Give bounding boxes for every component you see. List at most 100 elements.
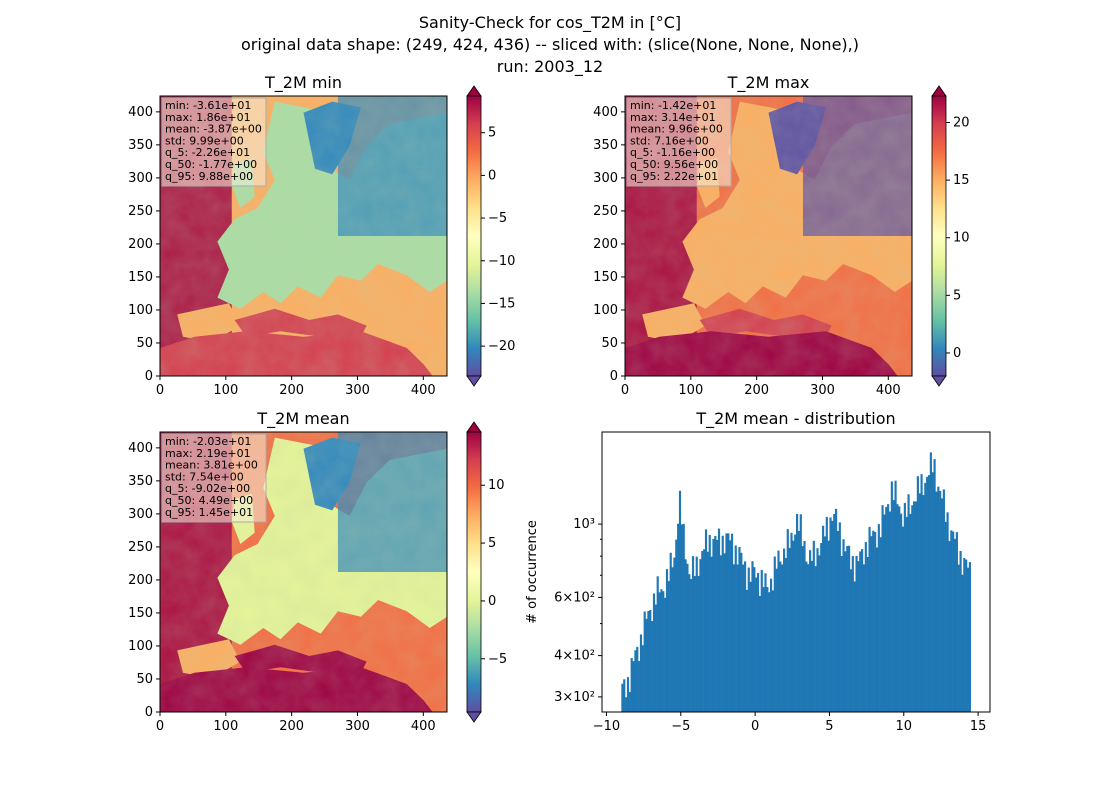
histogram-bar [853,581,856,712]
histogram-bar [775,568,778,712]
colorbar-extend-bottom [466,375,482,387]
histogram-bar [888,511,892,712]
y-tick-label: 400 [128,441,153,456]
x-tick-label: 0 [751,719,759,734]
histogram-bar [656,576,659,712]
histogram-bar [756,573,760,712]
figure-title-line-1: Sanity-Check for cos_T2M in [°C] [419,13,681,33]
histogram-bar [630,658,633,712]
stats-line: max: 2.19e+01 [165,447,251,460]
x-tick-label: 200 [279,383,304,398]
colorbar-extend-top [466,421,482,433]
histogram-bar [937,486,940,712]
histogram-bar [881,505,884,712]
panel-title: T_2M min [264,73,342,93]
histogram-bar [764,573,767,712]
stats-line: max: 3.14e+01 [630,111,716,124]
stats-line: std: 9.99e+00 [165,134,244,147]
histogram-bar [796,513,799,712]
y-tick-label: 200 [128,573,153,588]
y-tick-label: 150 [128,270,153,285]
histogram-bar [781,564,784,712]
stats-line: q_95: 2.22e+01 [630,170,718,183]
histogram-bar [721,535,724,712]
histogram-bar [849,569,853,712]
histogram-bar [855,555,858,712]
histogram-bar [690,579,693,712]
histogram-bar [740,552,743,712]
x-tick-label: 15 [970,719,987,734]
histogram-bar [950,530,953,712]
histogram-bar [844,551,847,712]
histogram-bar [678,490,682,712]
histogram-bar [658,592,661,712]
histogram-bar [717,528,721,712]
y-tick-label: 300 [593,171,618,186]
histogram-bar [695,556,698,712]
histogram-bar [714,535,717,712]
histogram-bar [907,494,910,712]
histogram-bar [918,493,921,712]
histogram-bar [647,610,650,712]
histogram-bar [879,537,882,712]
x-tick-label: −10 [593,719,620,734]
y-tick-label: 250 [593,204,618,219]
colorbar: 10 5 0 −5 [466,421,507,723]
stats-line: mean: 3.81e+00 [165,459,258,472]
histogram-bar [966,567,970,712]
histogram-bar [784,558,788,712]
panel-title: T_2M max [727,73,810,93]
colorbar-tick-label: 5 [488,126,496,141]
panel-title: T_2M mean - distribution [695,409,895,429]
y-tick-label: 10³ [573,517,595,532]
histogram-bars [621,452,971,712]
x-tick-label: 0 [156,383,164,398]
x-tick-label: 10 [896,719,913,734]
y-tick-label: 400 [128,105,153,120]
y-tick-label: 150 [128,606,153,621]
histogram-bar [697,575,700,712]
histogram-bar [641,645,644,712]
histogram-bar [952,531,955,712]
stats-line: q_95: 1.45e+01 [165,506,253,519]
histogram-bar [890,481,893,712]
x-tick-label: 5 [825,719,833,734]
figure-title-line-2: original data shape: (249, 424, 436) -- … [241,35,859,54]
histogram-bar [768,592,771,712]
histogram-bar [792,540,795,712]
histogram-bar [788,547,791,712]
histogram-bar [857,561,860,712]
histogram-bar [660,589,663,712]
histogram-bar [652,593,656,712]
colorbar-tick-label: −10 [488,254,515,269]
histogram-bar [859,551,862,712]
histogram-bar [671,567,674,712]
histogram-bar [665,569,669,712]
plot-frame [601,431,991,713]
histogram-bar [933,459,936,712]
histogram-bar [749,581,752,712]
colorbar-tick-label: −5 [488,211,507,226]
histogram-bar [809,550,812,712]
y-tick-label: 0 [145,369,153,384]
histogram-bar [953,538,957,712]
histogram-bar [894,480,897,712]
histogram-bar [814,566,817,712]
histogram-panel: T_2M mean - distribution −10 −5 0 5 10 15 3×10²… [525,409,991,734]
histogram-bar [851,556,854,712]
histogram-bar [872,530,875,712]
x-tick-label: 100 [213,383,238,398]
histogram-bar [965,559,968,712]
histogram-bar [836,530,840,712]
colorbar-tick-label: 10 [488,478,505,493]
stats-line: min: -2.03e+01 [165,435,251,448]
histogram-bar [675,539,678,712]
histogram-bar [927,475,931,712]
y-tick-label: 350 [128,138,153,153]
colorbar-tick-label: 0 [488,168,496,183]
histogram-bar [634,650,637,712]
histogram-bar [948,541,951,712]
histogram-bar [636,646,639,712]
